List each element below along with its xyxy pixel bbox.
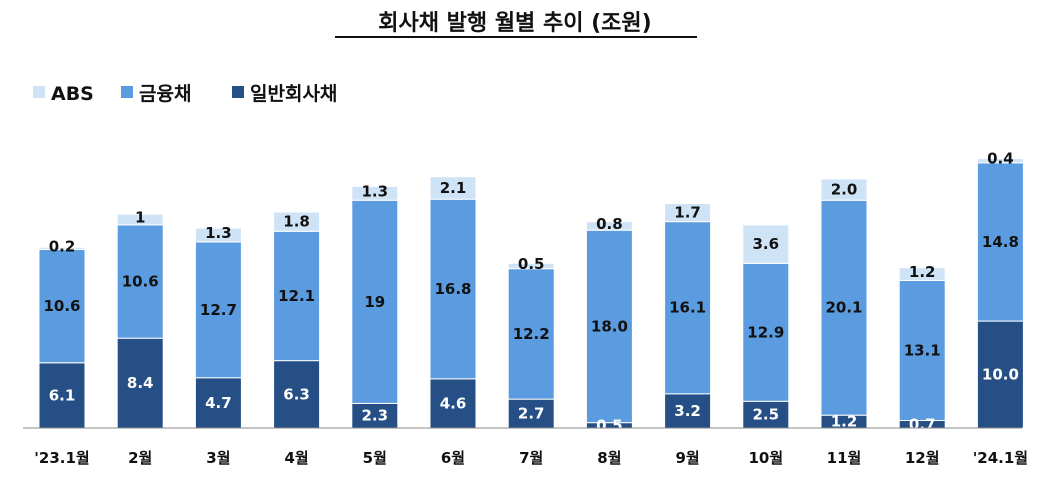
value-label-금융채-3: 12.1 [278,287,315,305]
value-label-ABS-5: 2.1 [440,179,467,197]
bar-ABS-3 [273,211,321,232]
bar-ABS-1 [116,213,164,226]
bar-금융채-3 [273,230,321,362]
bar-일반회사채-8 [664,393,712,429]
bar-ABS-4 [351,185,399,201]
bar-ABS-10 [820,178,868,201]
value-label-일반회사채-6: 2.7 [518,405,545,423]
bar-ABS-11 [898,267,946,281]
bar-일반회사채-4 [351,402,399,429]
bar-일반회사채-5 [429,378,477,429]
legend-label-금융채: 금융채 [139,83,191,105]
bars [38,158,1024,429]
bar-금융채-2 [194,241,242,379]
value-label-일반회사채-7: 0.5 [596,416,623,434]
tick-label-11: 12월 [905,449,940,467]
bar-일반회사채-2 [194,377,242,429]
tick-label-9: 10월 [748,449,783,467]
legend: ABS 금융채 일반회사채 [33,83,337,105]
value-label-ABS-6: 0.5 [518,255,545,273]
tick-label-6: 7월 [519,449,543,467]
tick-label-1: 2월 [128,449,152,467]
value-label-일반회사채-3: 6.3 [283,385,310,403]
tick-label-3: 4월 [284,449,308,467]
bar-금융채-5 [429,198,477,380]
bar-금융채-11 [898,279,946,422]
value-label-일반회사채-4: 2.3 [362,407,389,425]
legend-swatch-ABS [33,86,45,98]
value-label-일반회사채-10: 1.2 [831,413,858,431]
tick-label-2: 3월 [206,449,230,467]
value-label-ABS-0: 0.2 [49,237,76,255]
tick-label-7: 8월 [597,449,621,467]
bar-ABS-6 [507,262,555,270]
value-label-금융채-1: 10.6 [122,273,159,291]
value-label-ABS-12: 0.4 [987,150,1014,168]
value-label-ABS-8: 1.7 [674,204,701,222]
value-label-일반회사채-1: 8.4 [127,374,154,392]
tick-label-10: 11월 [827,449,862,467]
tick-label-8: 9월 [675,449,699,467]
bar-ABS-8 [664,202,712,223]
chart-title: 회사채 발행 월별 추이 (조원) [378,11,651,36]
value-label-금융채-10: 20.1 [825,299,862,317]
value-label-ABS-1: 1 [135,209,145,227]
value-label-금융채-12: 14.8 [982,233,1019,251]
legend-label-일반회사채: 일반회사채 [250,83,337,105]
bar-금융채-1 [116,224,164,339]
value-label-금융채-6: 12.2 [513,325,550,343]
value-label-금융채-8: 16.1 [669,299,706,317]
bar-금융채-10 [820,199,868,416]
bar-ABS-0 [38,246,86,250]
value-labels: 6.1 10.6 0.2 8.4 10.6 1 4.7 12.7 1.3 6.3 12.1 1.8 2.… [43,150,1018,435]
legend-label-ABS: ABS [51,83,94,105]
value-label-일반회사채-8: 3.2 [674,402,701,420]
value-label-금융채-4: 19 [364,293,385,311]
value-label-금융채-11: 13.1 [904,341,941,359]
bar-ABS-12 [976,158,1024,164]
value-label-ABS-9: 3.6 [753,235,780,253]
bar-금융채-8 [664,221,712,395]
tick-label-12: '24.1월 [973,449,1028,467]
value-label-일반회사채-5: 4.6 [440,394,467,412]
value-label-ABS-3: 1.8 [283,213,310,231]
value-label-일반회사채-2: 4.7 [205,394,232,412]
tick-label-4: 5월 [363,449,387,467]
bar-ABS-7 [585,221,633,231]
value-label-일반회사채-12: 10.0 [982,366,1019,384]
value-label-금융채-5: 16.8 [434,280,471,298]
bar-ABS-2 [194,227,242,243]
value-label-금융채-9: 12.9 [747,323,784,341]
legend-swatch-일반회사채 [232,86,244,98]
tick-label-0: '23.1월 [34,449,89,467]
legend-swatch-금융채 [121,86,133,98]
value-label-ABS-2: 1.3 [205,224,232,242]
value-label-금융채-0: 10.6 [43,297,80,315]
value-label-일반회사채-11: 0.7 [909,415,936,433]
value-label-ABS-10: 2.0 [831,181,858,199]
bar-금융채-0 [38,248,86,364]
value-label-금융채-7: 18.0 [591,317,628,335]
value-label-금융채-2: 12.7 [200,301,237,319]
value-label-일반회사채-9: 2.5 [753,406,780,424]
tick-label-5: 6월 [441,449,465,467]
value-label-ABS-11: 1.2 [909,263,936,281]
bar-금융채-4 [351,199,399,404]
bar-일반회사채-3 [273,360,321,429]
bar-금융채-9 [742,262,790,402]
value-label-ABS-7: 0.8 [596,215,623,233]
x-ticks: '23.1월 2월 3월 4월 5월 6월 7월 8월 9월 10월 11월 12월 '24.1월 [34,449,1028,467]
bar-일반회사채-1 [116,337,164,429]
bar-금융채-6 [507,268,555,400]
value-label-ABS-4: 1.3 [362,182,389,200]
bar-일반회사채-12 [976,320,1024,429]
bar-ABS-5 [429,176,477,200]
bar-ABS-9 [742,224,790,264]
value-label-일반회사채-0: 6.1 [49,386,76,404]
